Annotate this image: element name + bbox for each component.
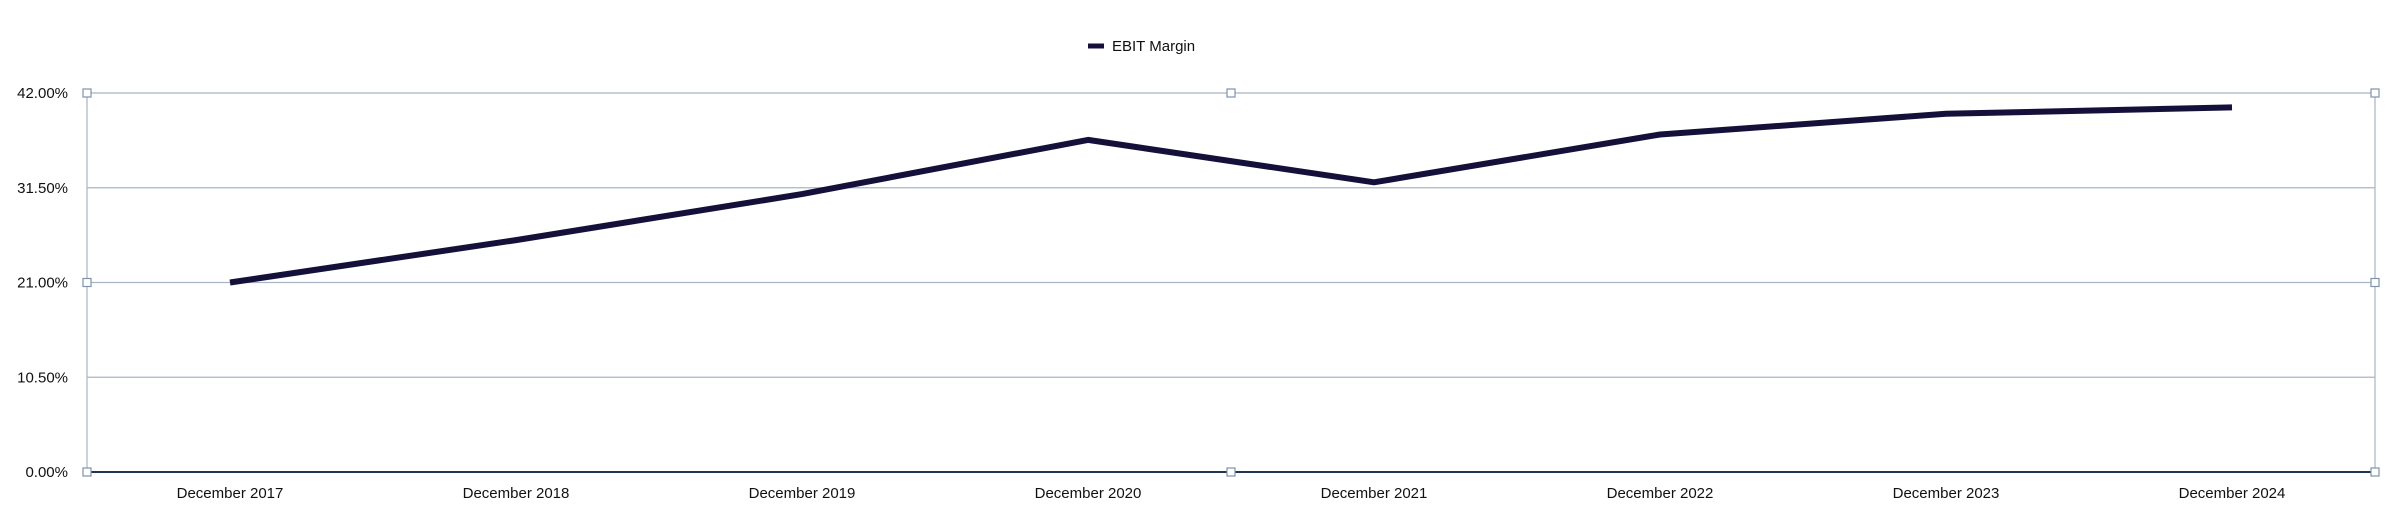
gridlines [87,92,2375,378]
resize-handle[interactable] [1226,467,1236,477]
resize-handle[interactable] [2370,88,2380,98]
x-tick-label: December 2024 [2179,485,2286,502]
x-axis-tick-labels: December 2017 December 2018 December 2019 D… [177,485,2286,502]
x-tick-label: December 2022 [1607,485,1714,502]
y-tick-label: 42.00% [17,85,68,102]
series-line-ebit-margin [229,104,2233,286]
series-lines [229,104,2233,286]
y-tick-label: 21.00% [17,275,68,292]
y-tick-label: 31.50% [17,180,68,197]
resize-handle[interactable] [82,88,92,98]
resize-handle[interactable] [2370,277,2380,288]
resize-handle[interactable] [82,467,92,477]
legend-label-ebit-margin: EBIT Margin [1112,38,1195,55]
x-tick-label: December 2020 [1035,485,1142,502]
y-tick-label: 10.50% [17,369,68,386]
x-tick-label: December 2019 [749,485,856,502]
legend: EBIT Margin [1088,38,1195,55]
resize-handle[interactable] [2370,467,2380,477]
x-tick-label: December 2018 [463,485,570,502]
y-tick-label: 0.00% [25,464,68,481]
resize-handle[interactable] [82,277,92,288]
y-axis-tick-labels: 0.00% 10.50% 21.00% 31.50% 42.00% [17,85,68,481]
selection-handles[interactable] [82,88,2380,477]
x-tick-label: December 2021 [1321,485,1428,502]
resize-handle[interactable] [1226,88,1236,98]
x-tick-label: December 2023 [1893,485,2000,502]
x-tick-label: December 2017 [177,485,284,502]
